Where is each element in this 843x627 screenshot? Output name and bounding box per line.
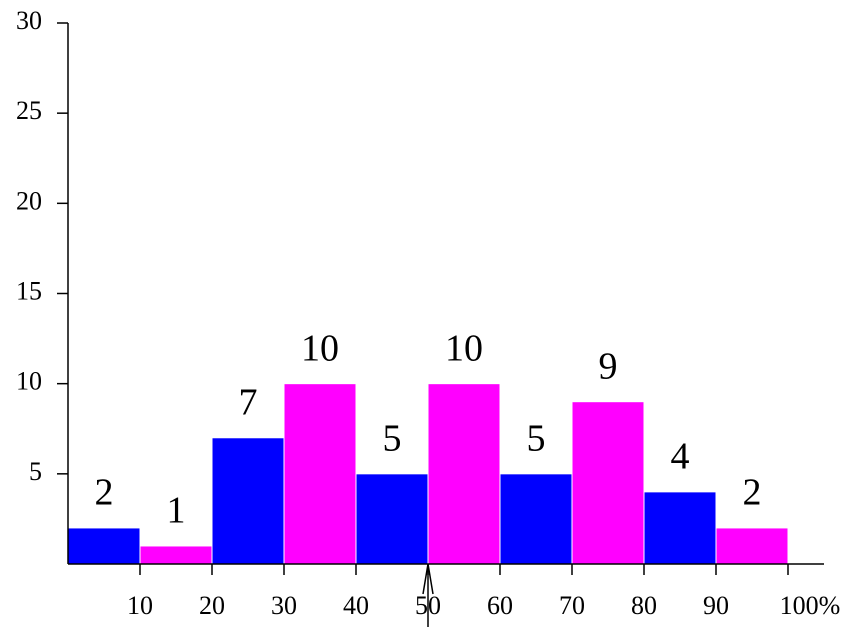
x-tick-label: 80 [631, 591, 657, 620]
bar [643, 491, 717, 565]
bar [427, 383, 501, 565]
value-label: 9 [599, 345, 618, 387]
y-tick-label: 25 [16, 96, 42, 125]
y-tick-label: 5 [29, 457, 42, 486]
x-tick-label: 30 [271, 591, 297, 620]
value-label: 2 [95, 472, 114, 514]
bar [355, 473, 429, 565]
value-label: 2 [743, 472, 762, 514]
bar [715, 527, 789, 565]
y-tick-label: 20 [16, 186, 42, 215]
marker-arrowhead [422, 563, 434, 595]
value-label: 4 [671, 436, 690, 478]
x-tick-label: 100% [780, 591, 841, 620]
x-tick-label: 90 [703, 591, 729, 620]
value-label: 5 [527, 418, 546, 460]
x-tick-label: 20 [199, 591, 225, 620]
bar [283, 383, 357, 565]
x-tick-label: 70 [559, 591, 585, 620]
x-tick-label: 40 [343, 591, 369, 620]
y-tick-label: 15 [16, 276, 42, 305]
value-label: 7 [239, 381, 258, 423]
x-tick-label: 60 [487, 591, 513, 620]
value-label: 5 [383, 418, 402, 460]
value-label: 10 [445, 327, 483, 369]
y-tick-label: 10 [16, 367, 42, 396]
y-tick-label: 30 [16, 6, 42, 35]
bar [139, 545, 213, 565]
value-label: 1 [167, 490, 186, 532]
bar [571, 401, 645, 565]
bar [67, 527, 141, 565]
bar [499, 473, 573, 565]
x-tick-label: 10 [127, 591, 153, 620]
value-label: 10 [301, 327, 339, 369]
bar [211, 437, 285, 565]
